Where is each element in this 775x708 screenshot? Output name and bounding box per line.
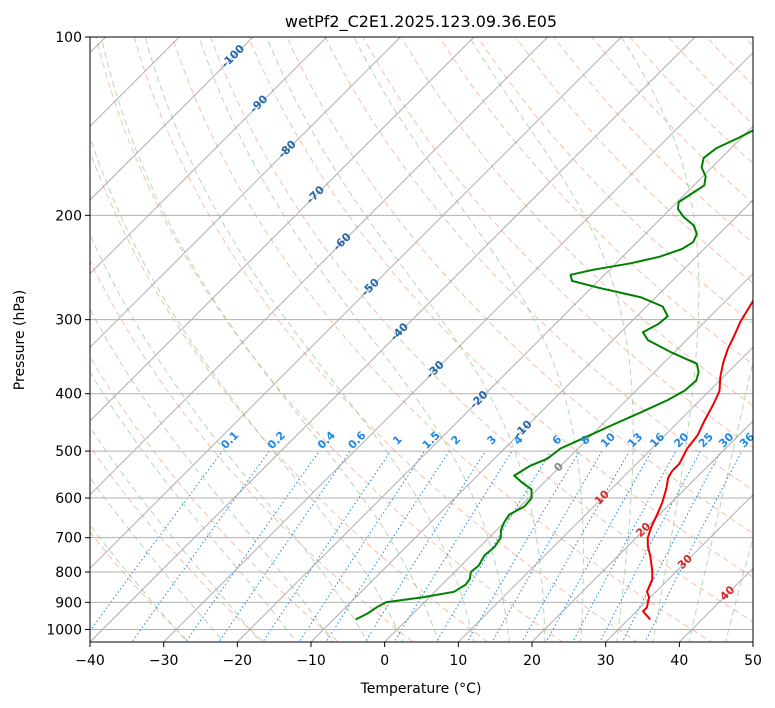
x-tick-label: 10 [449,653,467,669]
x-tick-label: 0 [380,653,389,669]
dry-adiabat [133,37,638,642]
plot-frame [89,36,754,643]
x-tick-label: −10 [296,653,326,669]
isotherm [90,37,475,422]
y-tick-label: 100 [55,30,82,46]
dry-adiabat [171,37,713,642]
x-tick-label: 30 [597,653,615,669]
y-tick-label: 800 [55,565,82,581]
isotherm [90,37,254,201]
chart-title: wetPf2_C2E1.2025.123.09.36.E05 [285,12,557,32]
y-tick-label: 400 [55,387,82,403]
dry-adiabat [90,150,489,642]
moist-adiabat [90,370,297,642]
moist-adiabat [468,37,634,642]
pressure-grid [90,37,753,630]
moist-adiabat [144,37,475,642]
y-tick-label: 300 [55,313,82,329]
dry-adiabat [209,37,753,623]
temperature-profile [642,299,753,621]
moist-adiabat [725,536,753,642]
isotherm [90,37,696,642]
dry-adiabat [90,259,414,642]
y-axis-label: Pressure (hPa) [12,290,28,390]
isotherm [90,37,549,496]
y-tick-label: 600 [55,491,82,507]
isotherm-grid [90,37,753,642]
x-axis: −40 −30 −20 −10 0 10 20 30 40 50 [75,642,762,669]
x-axis-label: Temperature (°C) [360,681,482,697]
moist-adiabat [90,476,225,642]
x-tick-label: 50 [744,653,762,669]
x-tick-label: −40 [75,653,105,669]
y-axis: 100 200 300 400 500 600 700 800 900 1000 [46,30,90,638]
isotherm [90,37,402,349]
x-tick-label: −30 [149,653,179,669]
isotherm [162,51,753,642]
moist-adiabat [688,358,753,642]
y-tick-label: 1000 [46,622,82,638]
profile-series [355,129,753,621]
y-tick-label: 500 [55,444,82,460]
dry-adiabat [515,37,753,284]
isotherm [236,125,753,642]
dry-adiabat [95,37,564,642]
moist-adiabat [90,232,369,642]
moist-adiabat [198,37,510,642]
x-tick-label: 20 [523,653,541,669]
y-tick-label: 700 [55,531,82,547]
dry-adiabat [90,356,340,642]
y-tick-label: 200 [55,208,82,224]
x-tick-label: −20 [223,653,253,669]
dry-adiabat [362,37,753,449]
isotherm [531,420,753,642]
isotherm [310,199,753,642]
isotherm [90,37,181,128]
dewpoint-profile [355,129,753,621]
moist-adiabat [100,37,440,642]
dry-adiabat [90,531,190,642]
moist-adiabat [266,37,546,642]
dry-adiabat [248,37,753,578]
isotherm [383,272,753,642]
isotherm [457,346,753,642]
plot-area: -100-90-80-70-60-50-40-30-20-100.1 0.2 0.4… [90,37,753,642]
dry-adiabat [324,37,753,491]
moist-adiabat [353,37,584,642]
x-tick-label: 40 [670,653,688,669]
moist-adiabat [90,308,333,642]
isotherm [90,37,623,570]
y-tick-label: 900 [55,595,82,611]
moist-adiabat [90,426,261,642]
isotherm [604,493,753,642]
dry-adiabat [90,445,265,642]
isotherm [90,37,328,275]
moist-adiabat [90,135,404,642]
